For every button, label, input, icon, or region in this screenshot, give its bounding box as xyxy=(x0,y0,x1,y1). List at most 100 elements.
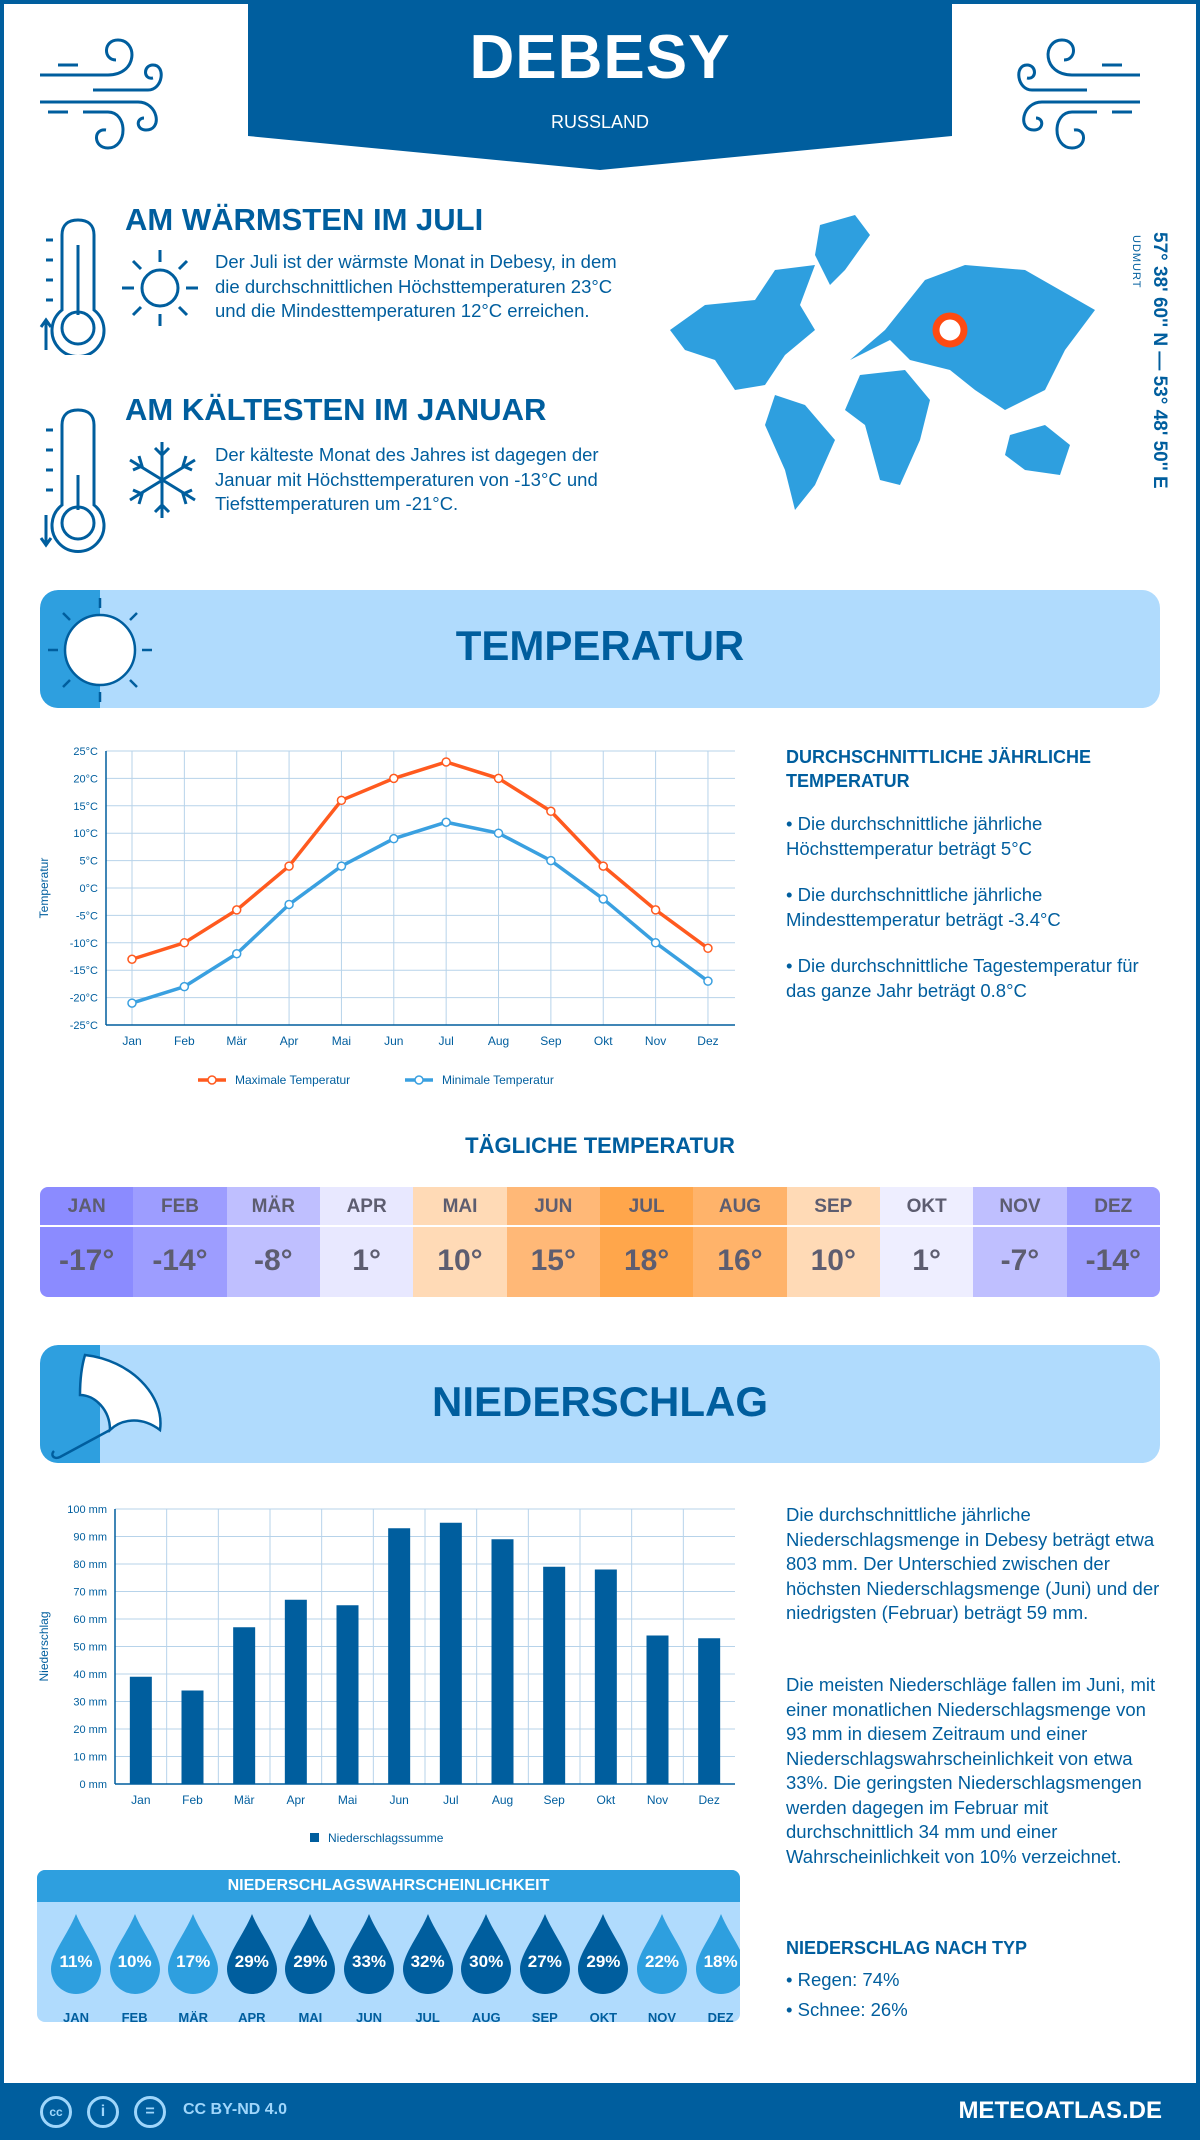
x-tick-label: Aug xyxy=(488,1034,509,1048)
probability-drop-okt: 29% OKT xyxy=(576,1914,630,2022)
legend-label: Niederschlagssumme xyxy=(328,1831,444,1845)
daily-month: SEP xyxy=(786,1187,880,1227)
wind-icon-right xyxy=(1017,38,1140,150)
data-point xyxy=(284,899,294,910)
daily-month: AUG xyxy=(693,1187,787,1227)
daily-cell-feb: FEB -14° xyxy=(133,1187,227,1297)
daily-value: 1° xyxy=(352,1244,381,1277)
probability-month: MÄR xyxy=(178,2010,208,2022)
data-point xyxy=(284,861,294,871)
precip-bar xyxy=(594,1569,617,1784)
x-tick-label: Sep xyxy=(540,1034,562,1048)
y-tick-label: 40 mm xyxy=(73,1669,107,1681)
data-point xyxy=(598,894,608,904)
city-title: DEBESY xyxy=(469,23,731,92)
daily-cell-nov: NOV -7° xyxy=(973,1187,1067,1297)
daily-cell-okt: OKT 1° xyxy=(879,1187,974,1297)
data-point xyxy=(336,861,347,871)
precip-bar xyxy=(698,1638,721,1784)
precip-bar xyxy=(284,1599,307,1784)
raindrop-icon xyxy=(402,1914,453,1994)
probability-value: 11% xyxy=(59,1952,93,1971)
probability-month: MAI xyxy=(298,2010,323,2022)
raindrop-icon xyxy=(695,1914,740,1994)
daily-value: 16° xyxy=(717,1244,763,1277)
x-tick-label: Sep xyxy=(543,1793,565,1807)
annual-temp-heading: DURCHSCHNITTLICHE JÄHRLICHE TEMPERATUR xyxy=(786,747,1091,791)
data-point xyxy=(546,806,556,817)
world-map xyxy=(670,215,1095,510)
data-point xyxy=(179,938,190,948)
region-label: UDMURT xyxy=(1130,235,1142,289)
temperature-chart: -25°C -20°C -15°C -10°C -5°C 0°C 5°C 10°C 15°C 20… xyxy=(37,746,735,1087)
warmest-heading: AM WÄRMSTEN IM JULI xyxy=(125,202,484,237)
daily-value: 10° xyxy=(810,1244,856,1277)
probability-month: AUG xyxy=(471,2010,501,2022)
x-tick-label: Apr xyxy=(280,1034,299,1048)
probability-value: 10% xyxy=(117,1952,152,1971)
daily-value: -7° xyxy=(1000,1244,1040,1277)
probability-drop-mär: 17% MÄR xyxy=(166,1914,220,2022)
daily-month: JUN xyxy=(506,1187,600,1227)
x-tick-label: Jul xyxy=(438,1034,453,1048)
y-tick-label: 60 mm xyxy=(73,1614,107,1626)
data-point xyxy=(650,905,661,915)
data-point xyxy=(231,905,242,915)
daily-cell-dez: DEZ -14° xyxy=(1066,1187,1160,1297)
data-point xyxy=(127,954,137,964)
y-tick-label: 10 mm xyxy=(73,1752,107,1764)
probability-month: NOV xyxy=(647,2010,677,2022)
y-tick-label: 90 mm xyxy=(73,1532,107,1544)
coldest-heading: AM KÄLTESTEN IM JANUAR xyxy=(125,392,547,427)
legend-marker xyxy=(414,1075,424,1085)
raindrop-icon xyxy=(461,1914,512,1994)
x-tick-label: Dez xyxy=(697,1034,718,1048)
y-tick-label: 50 mm xyxy=(73,1642,107,1654)
probability-month: DEZ xyxy=(707,2010,734,2022)
raindrop-icon xyxy=(344,1914,394,1994)
thermometer-down-icon xyxy=(39,408,106,553)
y-tick-label: 100 mm xyxy=(67,1504,107,1516)
data-point xyxy=(441,817,451,827)
precipitation-type-rain: • Regen: 74% xyxy=(786,1969,900,1990)
precip-bar xyxy=(543,1566,566,1784)
x-tick-label: Mär xyxy=(234,1793,255,1807)
probability-drop-feb: 10% FEB xyxy=(108,1914,162,2022)
x-tick-label: Feb xyxy=(182,1793,203,1807)
daily-month: JAN xyxy=(40,1187,134,1227)
daily-cell-mär: MÄR -8° xyxy=(226,1187,320,1297)
probability-drop-aug: 30% AUG xyxy=(459,1914,513,2022)
location-marker xyxy=(932,312,968,348)
sun-icon xyxy=(122,250,198,326)
raindrop-icon xyxy=(109,1914,160,1994)
data-point xyxy=(493,828,504,838)
probability-month: APR xyxy=(238,2010,266,2022)
precipitation-title: NIEDERSCHLAG xyxy=(431,1378,769,1425)
probability-drop-sep: 27% SEP xyxy=(518,1914,572,2022)
raindrop-icon xyxy=(226,1914,277,1994)
snowflake-icon xyxy=(129,442,196,518)
probability-value: 30% xyxy=(469,1952,504,1971)
y-tick-label: 15°C xyxy=(73,801,98,813)
daily-value: 10° xyxy=(437,1244,483,1277)
x-tick-label: Mär xyxy=(226,1034,247,1048)
header-banner xyxy=(248,0,952,170)
daily-month: APR xyxy=(319,1187,414,1227)
raindrop-icon xyxy=(519,1914,570,1994)
probability-drop-mai: 29% MAI xyxy=(283,1914,337,2022)
x-tick-label: Mai xyxy=(338,1793,357,1807)
thermometer-up-icon xyxy=(39,218,106,355)
wind-icon-left xyxy=(40,38,163,150)
daily-value: 1° xyxy=(912,1244,941,1277)
x-tick-label: Jul xyxy=(443,1793,458,1807)
daily-temperature-heading: TÄGLICHE TEMPERATUR xyxy=(465,1133,735,1158)
probability-month: JAN xyxy=(62,2010,89,2022)
precipitation-paragraph-1: Die durchschnittliche jährliche Niedersc… xyxy=(786,1504,1160,1623)
probability-drop-jun: 33% JUN xyxy=(342,1914,396,2022)
y-tick-label: 0°C xyxy=(80,883,99,895)
precip-bar xyxy=(646,1635,669,1784)
site-link[interactable]: METEOATLAS.DE xyxy=(958,2097,1162,2124)
attribution-icon: i xyxy=(87,2096,119,2128)
coordinates-label: 57° 38' 60'' N — 53° 48' 50'' E xyxy=(1149,232,1170,489)
daily-cell-jul: JUL 18° xyxy=(599,1187,694,1297)
